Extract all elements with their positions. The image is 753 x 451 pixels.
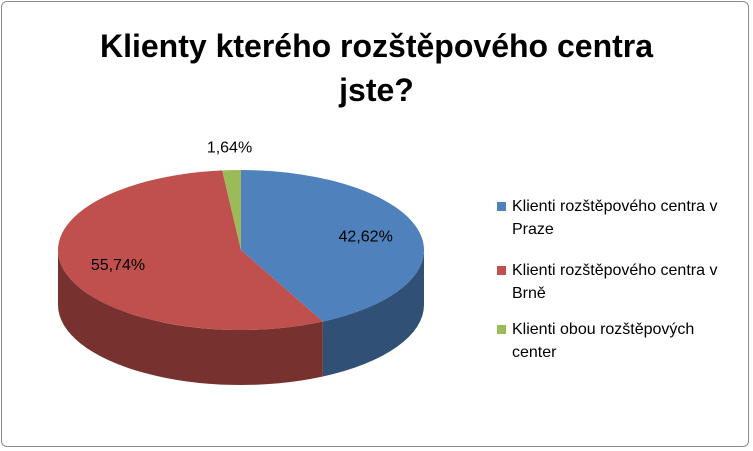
pie-slice <box>241 170 425 322</box>
data-label: 1,64% <box>207 140 252 157</box>
pie-slice-side <box>58 250 323 385</box>
pie-slice <box>58 170 323 330</box>
legend-label: Klienti rozštěpového centra v Praze <box>512 198 718 238</box>
legend-swatch <box>497 202 506 211</box>
legend-item: Klienti rozštěpového centra v Praze <box>497 195 737 241</box>
data-label: 42,62% <box>339 228 393 245</box>
chart-title: Klienty kterého rozštěpového centra jste… <box>99 28 654 108</box>
legend-label: Klienti obou rozštěpových center <box>512 321 695 361</box>
legend-label: Klienti rozštěpového centra v Brně <box>512 262 718 302</box>
legend-swatch <box>497 266 506 275</box>
legend-item: Klienti obou rozštěpových center <box>497 318 737 364</box>
legend-item: Klienti rozštěpového centra v Brně <box>497 259 737 305</box>
legend-swatch <box>497 325 506 334</box>
data-label: 55,74% <box>91 257 145 274</box>
pie-slice-side <box>322 250 424 377</box>
pie-slice <box>222 170 241 250</box>
